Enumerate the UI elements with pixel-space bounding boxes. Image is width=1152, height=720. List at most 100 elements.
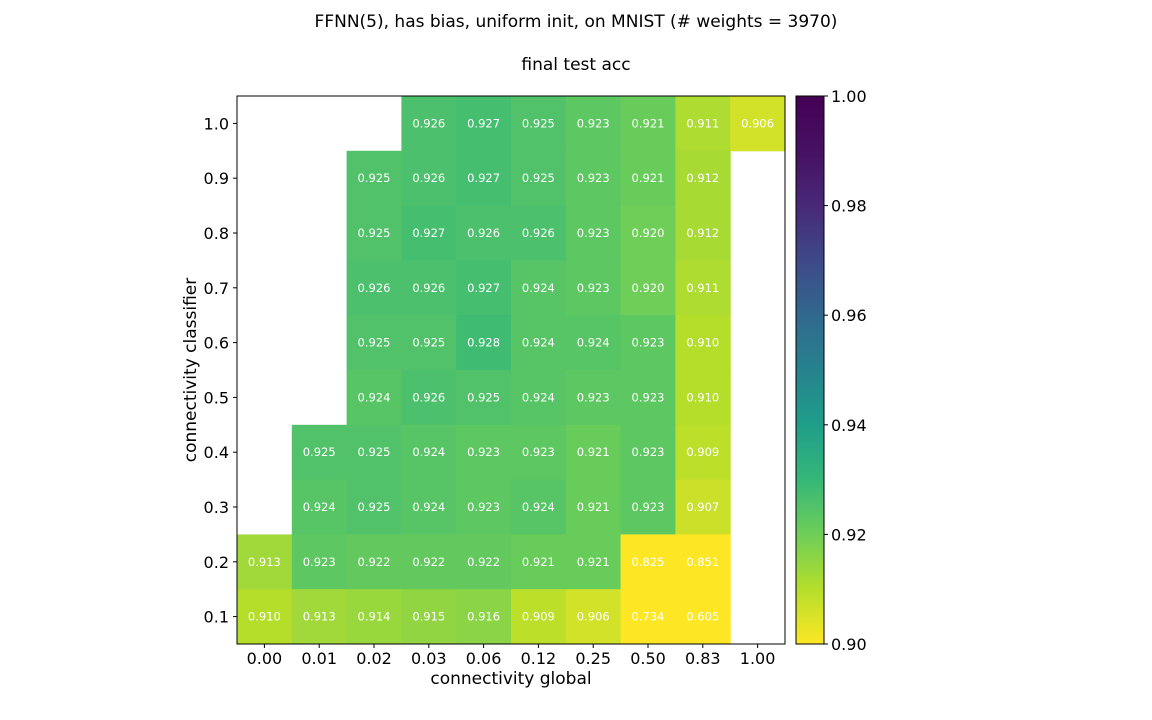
cell-value-label: 0.925 xyxy=(358,500,391,514)
cell-value-label: 0.925 xyxy=(358,445,391,459)
chart-subtitle: final test acc xyxy=(521,55,630,75)
heatmap-cell xyxy=(565,260,622,316)
chart-title: FFNN(5), has bias, uniform init, on MNIS… xyxy=(315,12,838,32)
heatmap-cell xyxy=(620,96,676,152)
heatmap-cell xyxy=(401,370,457,426)
x-tick-label: 0.06 xyxy=(466,649,502,668)
heatmap-cell xyxy=(237,589,293,645)
heatmap-cell xyxy=(511,96,567,152)
colorbar-tick-label: 0.90 xyxy=(831,635,867,654)
heatmap-cell xyxy=(456,479,512,535)
cell-value-label: 0.927 xyxy=(467,116,500,130)
heatmap-cell xyxy=(401,424,457,481)
cell-value-label: 0.910 xyxy=(686,336,719,350)
heatmap-cell xyxy=(401,534,457,590)
cell-value-label: 0.928 xyxy=(467,336,500,350)
heatmap-cell xyxy=(565,370,622,426)
cell-value-label: 0.909 xyxy=(686,445,719,459)
heatmap-cell xyxy=(401,96,457,152)
cell-value-label: 0.912 xyxy=(686,226,719,240)
cell-value-label: 0.923 xyxy=(577,390,610,404)
heatmap-cell xyxy=(346,315,402,371)
cell-value-label: 0.907 xyxy=(686,500,719,514)
heatmap-cell xyxy=(346,589,402,645)
cell-value-label: 0.924 xyxy=(522,390,555,404)
cell-value-label: 0.913 xyxy=(303,610,336,624)
heatmap-cell xyxy=(456,205,512,261)
colorbar-ticks: 0.90 0.92 0.94 0.96 0.98 1.00 xyxy=(824,87,867,654)
y-tick-label: 0.6 xyxy=(204,334,229,353)
cell-value-label: 0.925 xyxy=(303,445,336,459)
heatmap-cell xyxy=(291,479,348,535)
cell-value-label: 0.924 xyxy=(577,336,610,350)
heatmap-cell xyxy=(511,315,567,371)
heatmap-cell xyxy=(675,315,731,371)
cell-value-label: 0.923 xyxy=(632,500,665,514)
x-axis-ticks: 0.00 0.01 0.02 0.03 0.06 0.12 0.25 0.50 0.83 1.00 xyxy=(247,644,775,668)
heatmap-cell xyxy=(565,96,622,152)
cell-value-label: 0.926 xyxy=(467,226,500,240)
heatmap-cell xyxy=(620,205,676,261)
heatmap-cell xyxy=(346,205,402,261)
x-tick-label: 0.01 xyxy=(301,649,337,668)
heatmap-cell xyxy=(565,534,622,590)
heatmap-cell xyxy=(456,315,512,371)
heatmap-cell xyxy=(237,534,293,590)
heatmap-cell xyxy=(675,260,731,316)
cell-value-label: 0.920 xyxy=(632,226,665,240)
heatmap-cell xyxy=(620,534,676,590)
heatmap-cell xyxy=(346,260,402,316)
cell-value-label: 0.923 xyxy=(467,445,500,459)
cell-value-label: 0.926 xyxy=(358,281,391,295)
cell-value-label: 0.923 xyxy=(522,445,555,459)
cell-value-label: 0.734 xyxy=(632,610,665,624)
heatmap-cell xyxy=(511,589,567,645)
heatmap-cell xyxy=(456,370,512,426)
cell-value-label: 0.925 xyxy=(358,336,391,350)
heatmap-cell xyxy=(456,589,512,645)
cell-value-label: 0.926 xyxy=(522,226,555,240)
x-tick-label: 0.25 xyxy=(575,649,611,668)
heatmap-cell xyxy=(675,424,731,481)
y-axis-label: connectivity classifier xyxy=(181,278,201,463)
heatmap-cell xyxy=(565,205,622,261)
heatmap-cell xyxy=(620,479,676,535)
heatmap-cell xyxy=(565,424,622,481)
cell-value-label: 0.927 xyxy=(412,226,445,240)
heatmap-cell xyxy=(565,315,622,371)
cell-value-label: 0.911 xyxy=(686,116,719,130)
y-tick-label: 0.4 xyxy=(204,443,229,462)
heatmap-cell xyxy=(511,205,567,261)
heatmap-cell xyxy=(401,205,457,261)
y-tick-label: 0.3 xyxy=(204,498,229,517)
x-tick-label: 0.02 xyxy=(356,649,392,668)
heatmap-cell xyxy=(456,96,512,152)
cell-value-label: 0.926 xyxy=(412,171,445,185)
cell-value-label: 0.926 xyxy=(412,281,445,295)
heatmap-cell xyxy=(620,370,676,426)
heatmap-cell xyxy=(565,150,622,207)
heatmap-cell xyxy=(675,589,731,645)
cell-value-label: 0.924 xyxy=(522,336,555,350)
y-tick-label: 0.9 xyxy=(204,169,229,188)
heatmap-cell xyxy=(675,150,731,207)
cell-value-label: 0.922 xyxy=(467,555,500,569)
heatmap-cell xyxy=(730,96,786,152)
heatmap-cell xyxy=(401,589,457,645)
cell-value-label: 0.923 xyxy=(467,500,500,514)
cell-value-label: 0.924 xyxy=(522,500,555,514)
cell-value-label: 0.922 xyxy=(358,555,391,569)
cell-value-label: 0.924 xyxy=(412,445,445,459)
colorbar-tick-label: 0.96 xyxy=(831,306,867,325)
cell-value-label: 0.927 xyxy=(467,171,500,185)
cell-value-label: 0.825 xyxy=(632,555,665,569)
colorbar xyxy=(795,95,825,645)
cell-value-label: 0.851 xyxy=(686,555,719,569)
cell-value-label: 0.925 xyxy=(358,171,391,185)
heatmap-cell xyxy=(291,534,348,590)
cell-value-label: 0.925 xyxy=(467,390,500,404)
heatmap-cell xyxy=(565,589,622,645)
cell-value-label: 0.910 xyxy=(248,610,281,624)
heatmap-cell xyxy=(401,479,457,535)
